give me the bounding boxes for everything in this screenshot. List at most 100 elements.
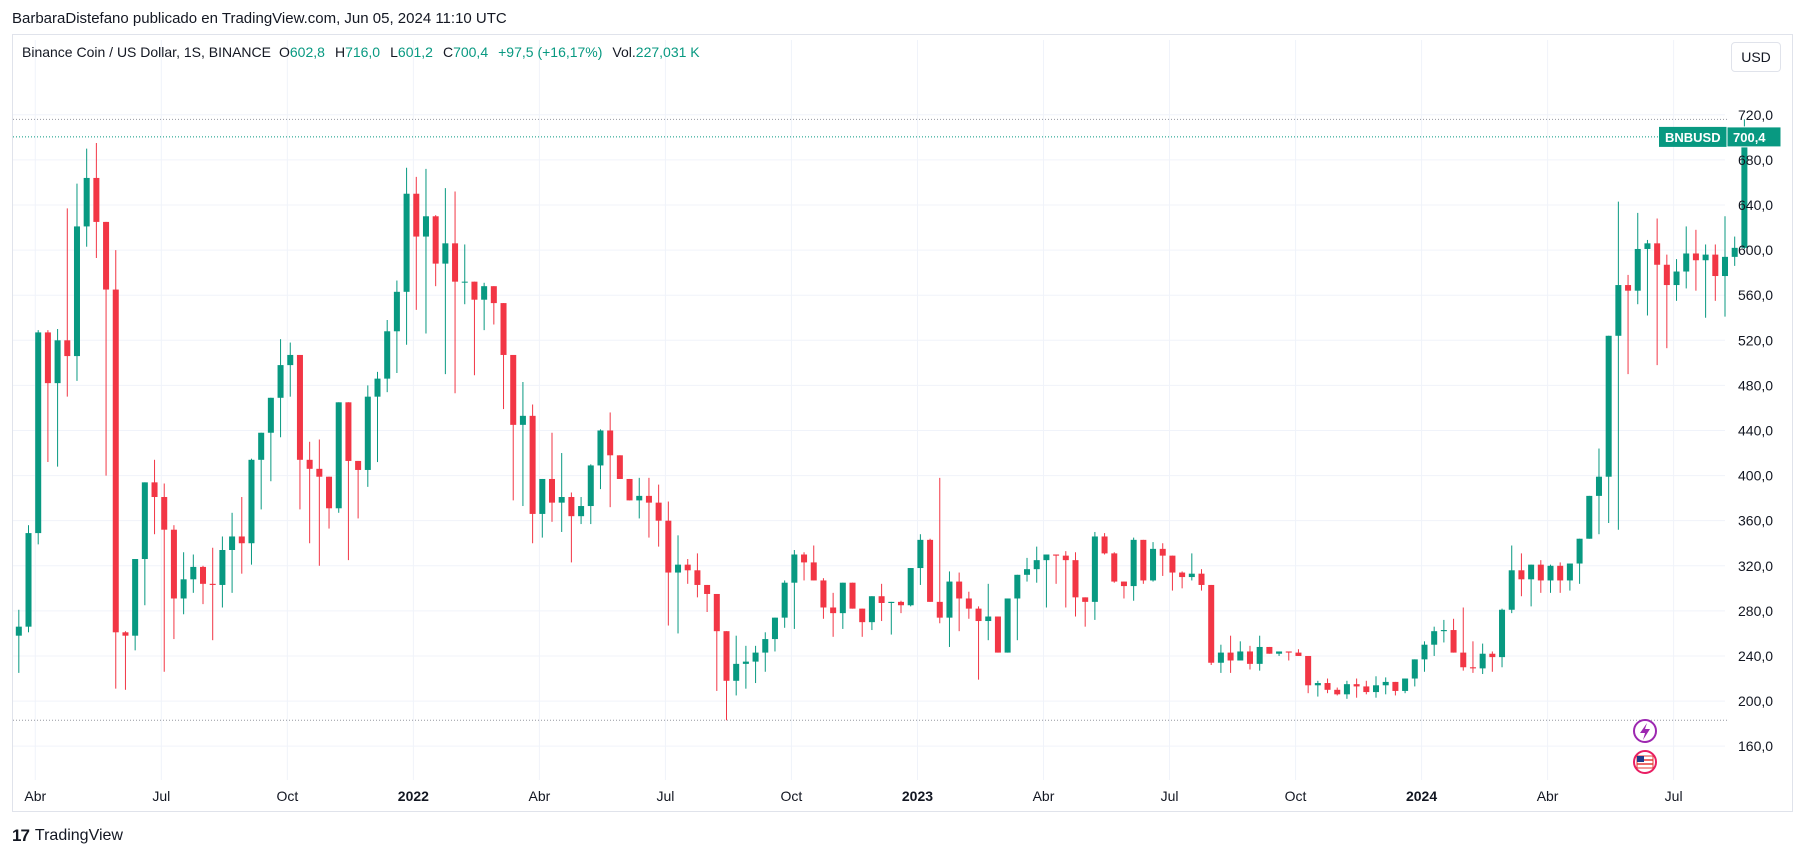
event-markers	[1633, 719, 1657, 774]
candle-body	[1033, 560, 1040, 570]
candle-body	[936, 601, 943, 618]
candle-body	[258, 432, 265, 460]
candle-body	[1169, 555, 1176, 573]
candle-body	[364, 396, 371, 470]
candle-body	[956, 581, 963, 599]
candle-body	[1479, 653, 1486, 669]
legend-low-label: L	[390, 44, 398, 60]
candle-body	[791, 554, 798, 583]
currency-button[interactable]: USD	[1731, 42, 1781, 72]
tradingview-logo-icon[interactable]: 17	[12, 826, 30, 845]
y-tick-label: 240,0	[1738, 648, 1773, 664]
chart-frame	[12, 34, 1793, 812]
candle-body	[597, 430, 604, 466]
candle-body	[1518, 570, 1525, 580]
candle-body	[1072, 560, 1079, 598]
candle-body	[985, 616, 992, 622]
candle-body	[403, 193, 410, 292]
tradingview-brand[interactable]: TradingView	[34, 827, 123, 844]
candle-body	[965, 598, 972, 609]
candle-body	[1024, 569, 1031, 575]
x-tick-label: 2023	[902, 788, 933, 804]
candle-body	[1625, 285, 1632, 291]
candle-body	[830, 607, 837, 614]
candle-body	[1382, 681, 1389, 686]
legend-close-label: C	[442, 44, 454, 60]
candle-body	[897, 601, 904, 606]
candle-body	[975, 608, 982, 622]
candle-body	[1702, 254, 1709, 261]
candle-body	[675, 564, 682, 573]
candle-body	[345, 402, 352, 461]
candle-body	[306, 459, 313, 469]
legend-high-label: H	[334, 44, 346, 60]
candle-body	[1101, 536, 1108, 554]
dotted-levels	[13, 118, 1727, 721]
candle-body	[510, 354, 517, 425]
candle-body	[733, 663, 740, 681]
candle-body	[413, 193, 420, 237]
candle-body	[742, 661, 749, 664]
candle-body	[1305, 655, 1312, 686]
candle-body	[655, 502, 662, 521]
candle-body	[810, 562, 817, 581]
candle-body	[73, 226, 80, 357]
x-tick-label: Jul	[656, 788, 674, 804]
candle-body	[44, 332, 51, 384]
candle-body	[1130, 539, 1137, 587]
legend-open-label: O	[279, 44, 290, 60]
candle-body	[878, 596, 885, 603]
candle-body	[1324, 683, 1331, 690]
candle-body	[1421, 644, 1428, 660]
candle-body	[35, 332, 42, 534]
candle-body	[548, 478, 556, 503]
candle-body	[1489, 653, 1496, 658]
candle-body	[1683, 253, 1690, 272]
footer: 17 TradingView	[12, 826, 123, 846]
y-tick-label: 160,0	[1738, 738, 1773, 754]
candle-body	[616, 455, 623, 479]
candle-body	[83, 177, 90, 227]
candle-body	[820, 580, 827, 608]
candle-body	[946, 581, 953, 618]
candle-body	[452, 243, 459, 282]
time-axis: Abr Jul Oct 2022 Abr Jul Oct 2023 Abr Jul Oct 2024 A…	[24, 788, 1682, 804]
candle-body	[1586, 495, 1593, 539]
y-tick-label: 680,0	[1738, 152, 1773, 168]
candle-body	[849, 582, 856, 609]
candle-body	[1605, 335, 1612, 477]
x-tick-label: 2024	[1406, 788, 1437, 804]
candle-body	[1373, 685, 1380, 693]
candle-body	[1499, 609, 1506, 658]
candle-body	[1014, 574, 1021, 599]
legend-symbol: Binance Coin / US Dollar, 1S, BINANCE	[22, 44, 271, 60]
x-tick-label: 2022	[398, 788, 429, 804]
candle-body	[1411, 659, 1418, 679]
candle-body	[1615, 285, 1622, 336]
x-tick-label: Oct	[276, 788, 298, 804]
candle-body	[1111, 553, 1118, 582]
x-tick-label: Oct	[781, 788, 803, 804]
candle-body	[277, 365, 284, 398]
candle-body	[219, 550, 226, 585]
candle-body	[1692, 253, 1699, 261]
candle-body	[103, 221, 110, 290]
candle-body	[393, 291, 400, 332]
price-tag: BNBUSD 700,4	[1659, 126, 1782, 148]
y-tick-label: 520,0	[1738, 332, 1773, 348]
candle-body	[1217, 652, 1224, 663]
candle-body	[645, 495, 652, 503]
candle-body	[1557, 565, 1564, 581]
candle-body	[461, 281, 468, 283]
candle-body	[762, 639, 769, 653]
lightning-bolt-icon	[1640, 723, 1650, 740]
candle-body	[287, 354, 294, 366]
candle-body	[422, 216, 429, 237]
candle-body	[1731, 247, 1738, 257]
candle-body	[752, 652, 759, 662]
candle-body	[1062, 555, 1069, 561]
candle-body	[1227, 652, 1234, 661]
candle-body	[723, 631, 730, 681]
candle-body	[1576, 538, 1583, 564]
